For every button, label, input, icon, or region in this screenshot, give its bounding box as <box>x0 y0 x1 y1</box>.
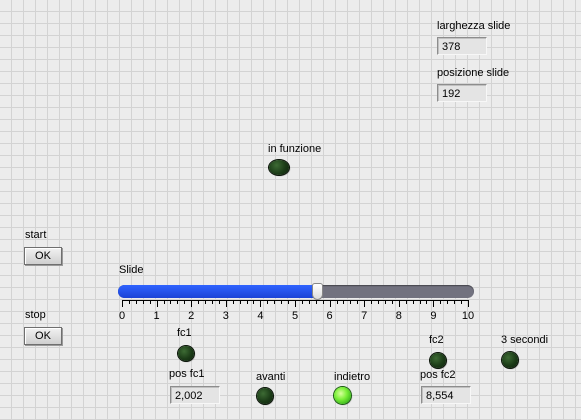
slide-minor-tick <box>239 300 241 304</box>
slide-minor-tick <box>357 300 359 304</box>
pos-fc2-indicator: 8,554 <box>421 386 471 404</box>
tre-secondi-label: 3 secondi <box>501 334 549 346</box>
slide-tick-label: 10 <box>461 310 475 322</box>
slide-minor-tick <box>142 300 144 304</box>
fc1-led <box>178 346 194 361</box>
slide-minor-tick <box>211 300 213 304</box>
pos-fc2-label: pos fc2 <box>420 369 456 381</box>
slide-minor-tick <box>315 300 317 304</box>
fc2-led <box>430 353 446 368</box>
slide-tick-label: 1 <box>153 310 160 322</box>
slide-minor-tick <box>378 300 380 304</box>
slide-tick-label: 3 <box>222 310 229 322</box>
slide-minor-tick <box>405 300 407 304</box>
posizione-slide-label: posizione slide <box>437 67 510 79</box>
slide-minor-tick <box>281 300 283 304</box>
slide-label: Slide <box>119 264 144 276</box>
slide-minor-tick <box>391 300 393 304</box>
slide-scale: 0 1 2 3 4 5 6 7 8 9 10 <box>119 300 474 322</box>
slide-minor-tick <box>371 300 373 304</box>
stop-button[interactable]: OK <box>24 327 62 345</box>
slide-minor-tick <box>149 300 151 304</box>
avanti-led <box>257 388 273 404</box>
slide-minor-tick <box>322 300 324 304</box>
slide-minor-tick <box>128 300 130 304</box>
slide-minor-tick <box>177 300 179 304</box>
slide-minor-tick <box>384 300 386 304</box>
slide-tick-label: 0 <box>118 310 126 322</box>
slide-minor-tick <box>288 300 290 304</box>
slide-minor-tick <box>163 300 165 304</box>
slide-minor-tick <box>205 300 207 304</box>
slide-thumb[interactable] <box>312 283 324 300</box>
slide-major-tick <box>329 300 331 307</box>
slide-minor-tick <box>440 300 442 304</box>
slide-fill <box>118 285 318 298</box>
slide-control[interactable] <box>118 283 474 300</box>
indietro-label: indietro <box>334 371 371 383</box>
slide-major-tick <box>260 300 262 307</box>
slide-minor-tick <box>253 300 255 304</box>
slide-major-tick <box>433 300 435 307</box>
slide-major-tick <box>295 300 296 307</box>
slide-minor-tick <box>218 300 220 304</box>
slide-tick-label: 9 <box>430 310 437 322</box>
slide-major-tick <box>191 300 193 307</box>
slide-minor-tick <box>308 300 310 304</box>
slide-tick-label: 8 <box>395 310 402 322</box>
slide-major-tick <box>225 300 227 307</box>
slide-minor-tick <box>447 300 449 304</box>
slide-minor-tick <box>412 300 414 304</box>
posizione-slide-indicator: 192 <box>437 84 487 102</box>
tre-secondi-led <box>502 352 518 368</box>
slide-major-tick <box>364 300 366 307</box>
in-funzione-label: in funzione <box>268 143 322 155</box>
larghezza-slide-label: larghezza slide <box>437 20 511 32</box>
slide-tick-label: 2 <box>188 310 195 322</box>
slide-minor-tick <box>419 300 421 304</box>
slide-major-tick <box>468 300 469 307</box>
slide-minor-tick <box>426 300 428 304</box>
slide-minor-tick <box>343 300 345 304</box>
slide-minor-tick <box>184 300 186 304</box>
slide-minor-tick <box>246 300 248 304</box>
slide-tick-label: 5 <box>291 310 299 322</box>
larghezza-slide-indicator: 378 <box>437 37 487 55</box>
in-funzione-led <box>269 160 289 175</box>
slide-minor-tick <box>461 300 463 304</box>
slide-minor-tick <box>232 300 234 304</box>
fc2-label: fc2 <box>429 334 444 346</box>
slide-minor-tick <box>454 300 456 304</box>
slide-minor-tick <box>350 300 352 304</box>
fc1-label: fc1 <box>177 327 192 339</box>
slide-tick-label: 6 <box>326 310 333 322</box>
pos-fc1-indicator: 2,002 <box>170 386 220 404</box>
slide-major-tick <box>122 300 123 307</box>
pos-fc1-label: pos fc1 <box>169 368 205 380</box>
start-label: start <box>25 229 47 241</box>
slide-major-tick <box>398 300 400 307</box>
slide-minor-tick <box>135 300 137 304</box>
slide-minor-tick <box>267 300 269 304</box>
start-button[interactable]: OK <box>24 247 62 265</box>
avanti-label: avanti <box>256 371 286 383</box>
slide-major-tick <box>156 300 158 307</box>
slide-minor-tick <box>170 300 172 304</box>
slide-tick-label: 4 <box>257 310 264 322</box>
slide-minor-tick <box>198 300 200 304</box>
slide-minor-tick <box>301 300 303 304</box>
slide-minor-tick <box>336 300 338 304</box>
stop-label: stop <box>25 309 46 321</box>
slide-minor-tick <box>274 300 276 304</box>
indietro-led <box>334 387 351 404</box>
slide-tick-label: 7 <box>361 310 368 322</box>
